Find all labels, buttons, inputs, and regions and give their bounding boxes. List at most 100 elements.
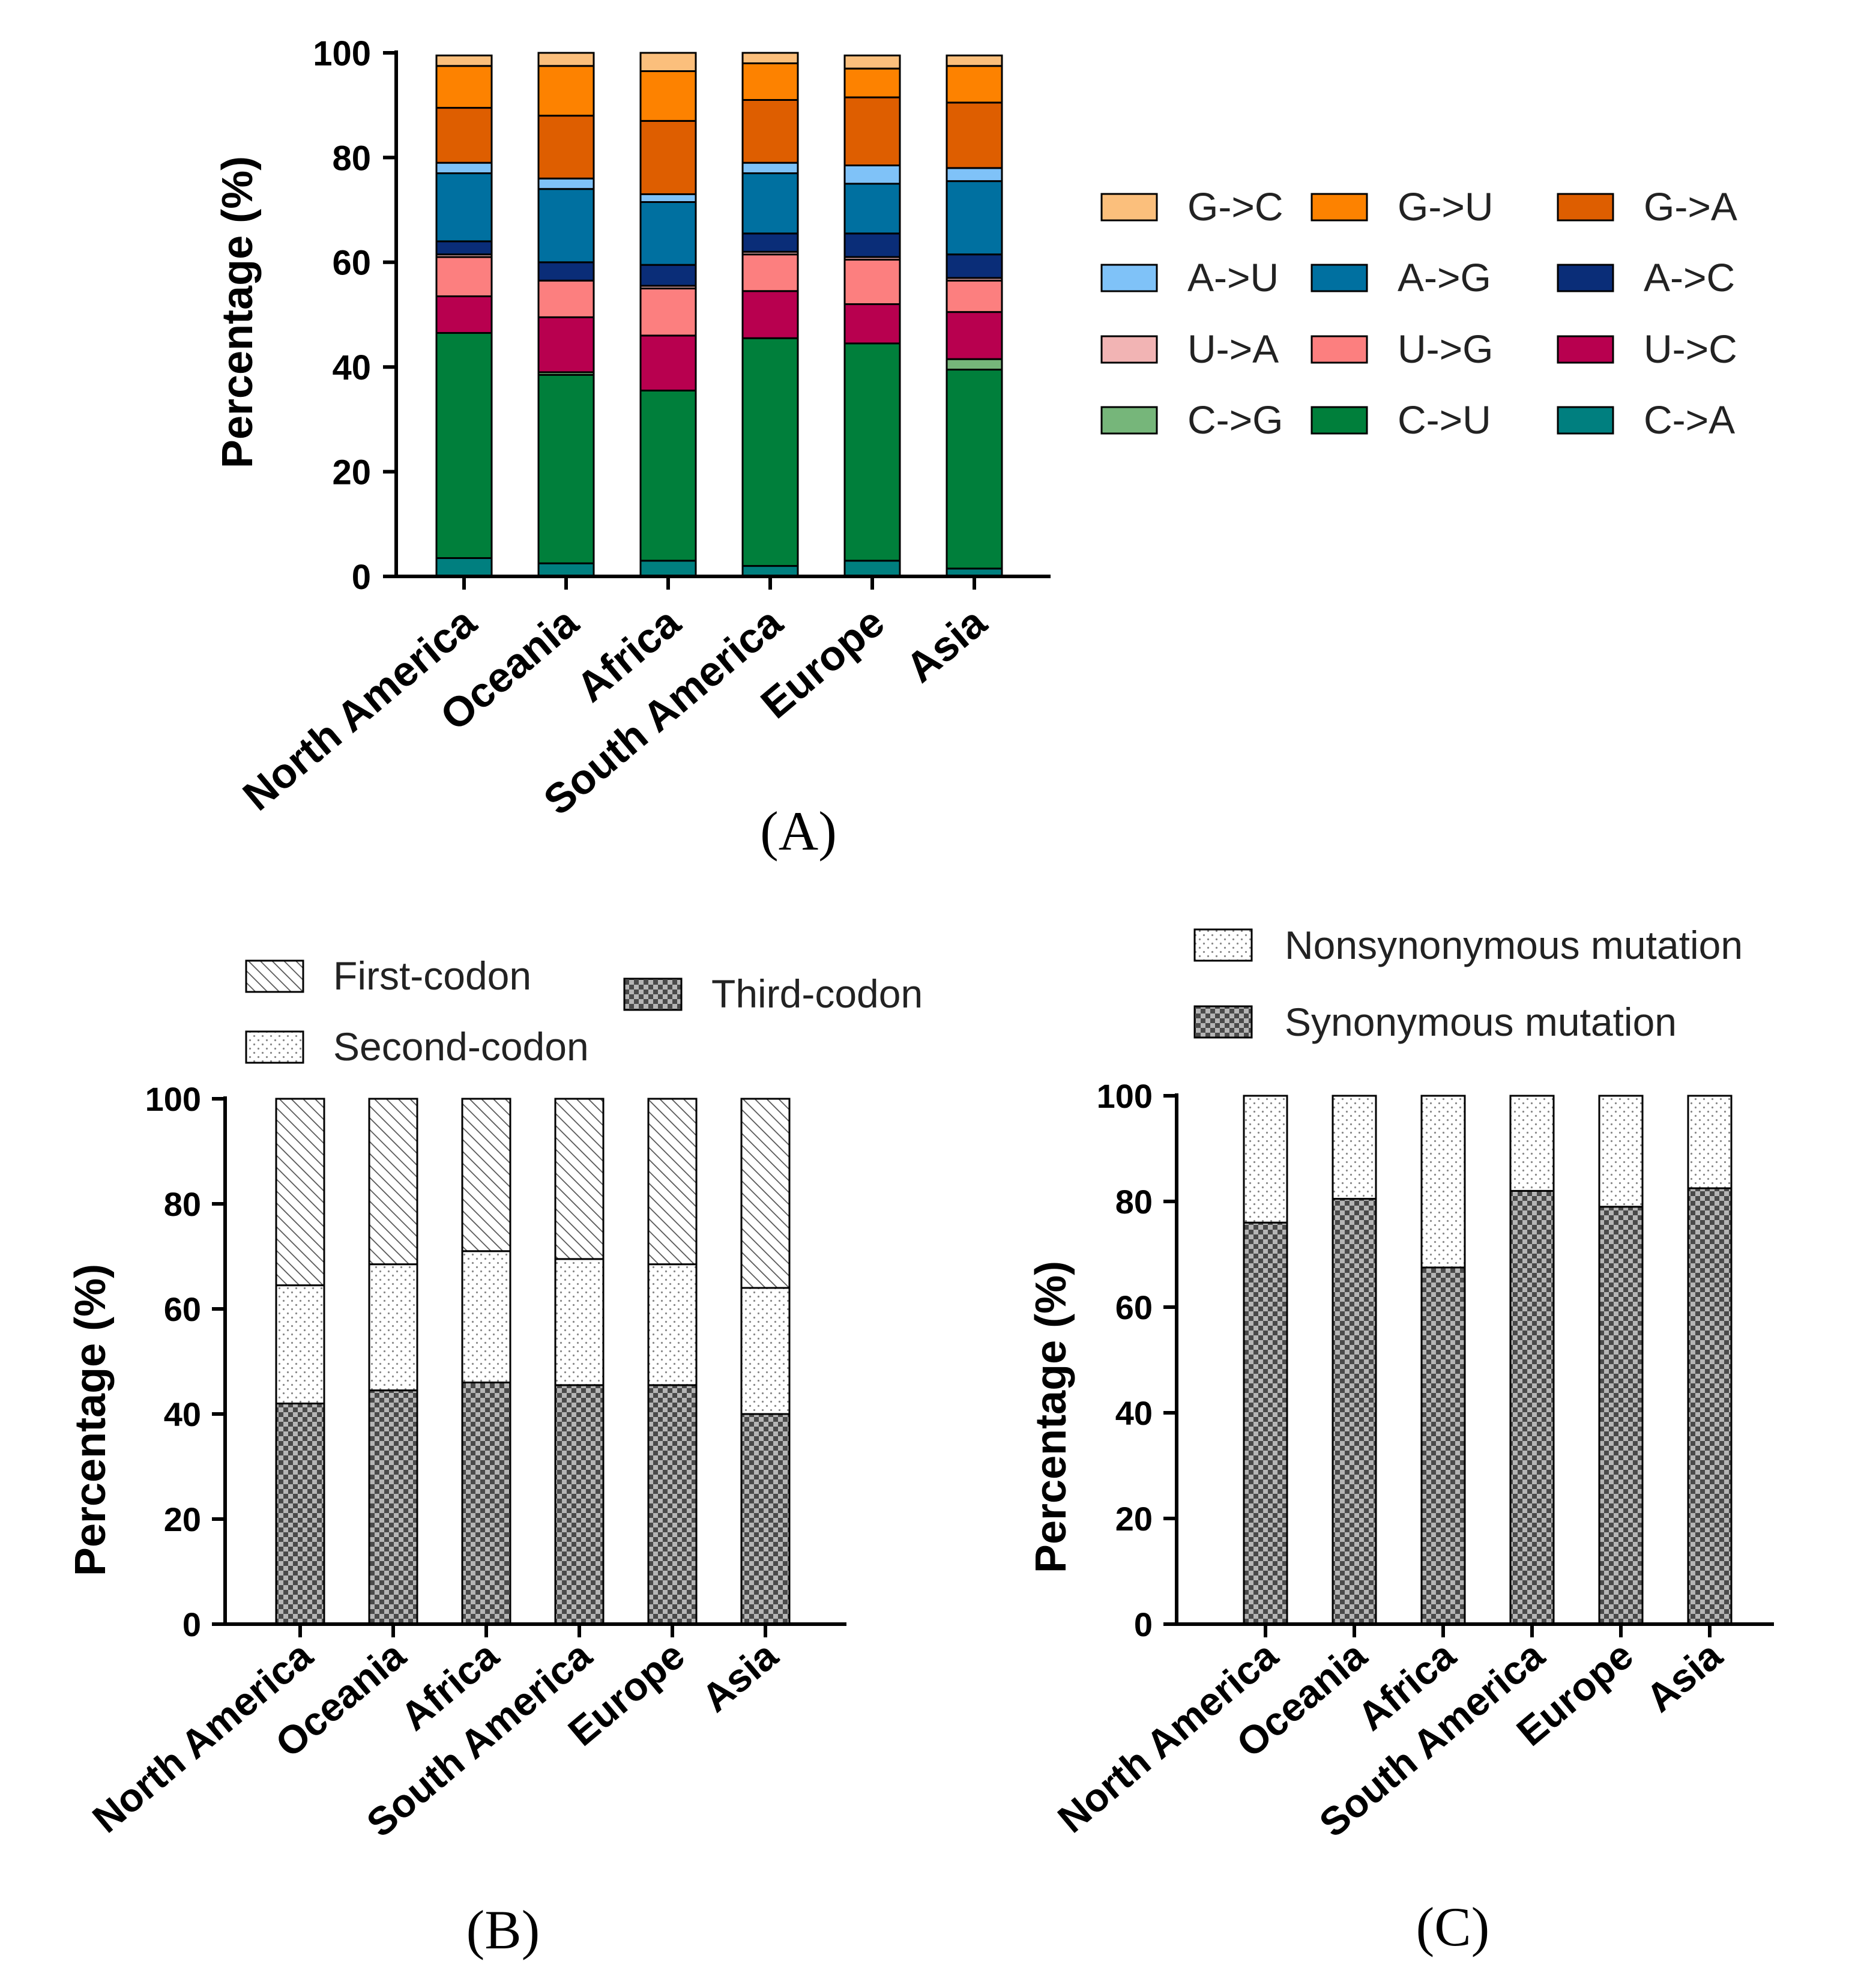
legend-swatch-a-to-u bbox=[1100, 264, 1158, 292]
bar-segment-synonymous-mutation-africa bbox=[1420, 1266, 1466, 1625]
legend-swatch-c-to-u bbox=[1311, 406, 1368, 435]
panel-a-ylabel: Percentage (%) bbox=[214, 156, 262, 468]
y-tick-label: 100 bbox=[313, 34, 371, 73]
bar-segment-a-to-u-africa bbox=[639, 193, 697, 204]
bar-segment-u-to-g-europe bbox=[843, 258, 901, 306]
legend-swatch-second-codon bbox=[245, 1030, 304, 1064]
legend-swatch-u-to-a bbox=[1100, 335, 1158, 364]
legend-swatch-c-to-g bbox=[1100, 406, 1158, 435]
bar-segment-c-to-u-south-america bbox=[741, 337, 799, 567]
bar-segment-g-to-a-africa bbox=[639, 119, 697, 195]
legend-label-c-to-a: C->A bbox=[1644, 397, 1735, 442]
bar-segment-c-to-u-africa bbox=[639, 389, 697, 562]
bar-segment-a-to-u-europe bbox=[843, 164, 901, 185]
panel-a-label: (A) bbox=[760, 800, 837, 862]
bar-segment-u-to-c-south-america bbox=[741, 290, 799, 339]
bar-segment-u-to-g-south-america bbox=[741, 253, 799, 292]
legend-label-a-to-c: A->C bbox=[1644, 255, 1735, 300]
y-tick-label: 60 bbox=[332, 244, 371, 283]
bar-segment-g-to-u-asia bbox=[946, 65, 1003, 104]
bar-segment-g-to-c-asia bbox=[946, 54, 1003, 67]
bar-segment-g-to-u-africa bbox=[639, 70, 697, 122]
bar-segment-a-to-c-europe bbox=[843, 232, 901, 258]
legend-label-u-to-c: U->C bbox=[1644, 327, 1737, 371]
bar-segment-first-codon-asia bbox=[740, 1098, 791, 1289]
panel-b-legend: Third-codon Second-codon First-codon bbox=[245, 953, 923, 1069]
bar-segment-a-to-c-oceania bbox=[537, 261, 595, 282]
bar-segment-third-codon-europe bbox=[647, 1384, 698, 1625]
y-tick-label: 20 bbox=[332, 453, 371, 492]
bar-segment-a-to-g-europe bbox=[843, 183, 901, 235]
y-tick-label: 40 bbox=[332, 348, 371, 387]
bar-segment-g-to-c-north-america bbox=[435, 54, 493, 67]
bar-segment-g-to-a-asia bbox=[946, 101, 1003, 169]
bar-segment-second-codon-africa bbox=[461, 1250, 511, 1383]
panel-c-ylabel: Percentage (%) bbox=[1027, 1261, 1075, 1573]
bar-segment-a-to-g-africa bbox=[639, 201, 697, 266]
y-tick-label: 80 bbox=[1115, 1183, 1153, 1221]
bar-segment-synonymous-mutation-north-america bbox=[1243, 1221, 1288, 1625]
bar-segment-u-to-c-oceania bbox=[537, 316, 595, 373]
legend-swatch-g-to-a bbox=[1557, 193, 1614, 222]
legend-swatch-g-to-u bbox=[1311, 193, 1368, 222]
legend-label-nonsynonymous-mutation: Nonsynonymous mutation bbox=[1285, 923, 1743, 967]
bar-segment-g-to-u-north-america bbox=[435, 65, 493, 109]
y-tick-label: 100 bbox=[145, 1080, 201, 1118]
bar-segment-a-to-g-north-america bbox=[435, 172, 493, 243]
bar-segment-third-codon-africa bbox=[461, 1382, 511, 1625]
bar-segment-a-to-g-south-america bbox=[741, 172, 799, 235]
legend-label-third-codon: Third-codon bbox=[711, 971, 923, 1016]
bar-segment-nonsynonymous-mutation-europe bbox=[1598, 1095, 1644, 1208]
legend-label-c-to-u: C->U bbox=[1398, 397, 1491, 442]
y-tick-label: 0 bbox=[352, 558, 371, 597]
bar-segment-c-to-a-north-america bbox=[435, 557, 493, 578]
y-tick-label: 20 bbox=[1115, 1500, 1153, 1538]
panel-b-bars bbox=[275, 1098, 791, 1625]
panel-c-label: (C) bbox=[1416, 1896, 1490, 1957]
panel-b-ylabel: Percentage (%) bbox=[67, 1264, 115, 1576]
bar-segment-third-codon-asia bbox=[740, 1413, 791, 1625]
bar-segment-g-to-a-north-america bbox=[435, 107, 493, 164]
bar-segment-a-to-u-north-america bbox=[435, 162, 493, 175]
bar-segment-synonymous-mutation-europe bbox=[1598, 1206, 1644, 1625]
bar-segment-g-to-c-europe bbox=[843, 54, 901, 70]
panel-a-legend: G->C G->U G->A A->U A->G A->C U->A U->G U->C C->G… bbox=[1100, 184, 1737, 442]
legend-label-g-to-u: G->U bbox=[1398, 184, 1494, 229]
bar-segment-third-codon-oceania bbox=[368, 1389, 418, 1625]
bar-segment-u-to-c-north-america bbox=[435, 295, 493, 334]
bar-segment-a-to-u-south-america bbox=[741, 162, 799, 175]
legend-label-a-to-g: A->G bbox=[1398, 255, 1491, 300]
bar-segment-nonsynonymous-mutation-south-america bbox=[1509, 1095, 1555, 1192]
legend-swatch-u-to-g bbox=[1311, 335, 1368, 364]
y-tick-label: 40 bbox=[1115, 1394, 1153, 1432]
legend-swatch-a-to-c bbox=[1557, 264, 1614, 292]
legend-swatch-u-to-c bbox=[1557, 335, 1614, 364]
legend-label-first-codon: First-codon bbox=[333, 953, 531, 998]
bar-segment-a-to-u-oceania bbox=[537, 177, 595, 190]
y-tick-label: 40 bbox=[164, 1395, 201, 1433]
y-tick-label: 0 bbox=[1134, 1606, 1153, 1643]
legend-label-g-to-c: G->C bbox=[1187, 184, 1283, 229]
legend-label-a-to-u: A->U bbox=[1187, 255, 1279, 300]
bar-segment-g-to-a-south-america bbox=[741, 98, 799, 164]
bar-segment-first-codon-oceania bbox=[368, 1098, 418, 1266]
legend-swatch-a-to-g bbox=[1311, 264, 1368, 292]
y-tick-label: 0 bbox=[182, 1606, 201, 1643]
y-tick-label: 60 bbox=[164, 1290, 201, 1328]
bar-segment-c-to-a-oceania bbox=[537, 562, 595, 578]
bar-segment-c-to-a-africa bbox=[639, 560, 697, 578]
bar-segment-g-to-u-europe bbox=[843, 67, 901, 98]
bar-segment-u-to-c-europe bbox=[843, 303, 901, 345]
bar-segment-second-codon-oceania bbox=[368, 1263, 418, 1392]
bar-segment-third-codon-south-america bbox=[554, 1384, 605, 1625]
legend-swatch-first-codon bbox=[245, 959, 304, 993]
bar-segment-second-codon-europe bbox=[647, 1263, 698, 1386]
bar-segment-g-to-c-south-america bbox=[741, 52, 799, 64]
bar-segment-g-to-c-oceania bbox=[537, 52, 595, 67]
legend-label-u-to-a: U->A bbox=[1187, 327, 1279, 371]
bar-segment-second-codon-south-america bbox=[554, 1258, 605, 1386]
bar-segment-second-codon-north-america bbox=[275, 1284, 325, 1404]
